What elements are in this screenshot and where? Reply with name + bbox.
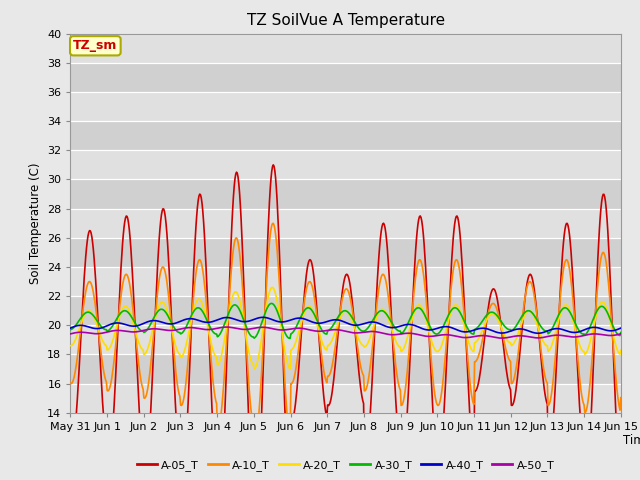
A-30_T — [67, 327, 74, 333]
A-05_T — [430, 427, 438, 433]
A-30_T — [268, 300, 276, 306]
A-40_T — [413, 324, 421, 329]
Bar — [70, 267, 621, 296]
Bar — [70, 209, 621, 238]
Bar — [70, 325, 621, 354]
A-10_T — [133, 346, 141, 352]
Line: A-10_T: A-10_T — [70, 223, 621, 442]
A-30_T — [133, 323, 141, 329]
A-40_T — [218, 315, 226, 321]
A-50_T — [77, 329, 84, 335]
A-30_T — [430, 330, 438, 336]
A-50_T — [223, 324, 230, 330]
A-10_T — [218, 402, 226, 408]
Bar — [70, 384, 621, 413]
A-40_T — [77, 323, 84, 328]
A-20_T — [269, 285, 276, 290]
Text: TZ_sm: TZ_sm — [73, 39, 118, 52]
A-20_T — [218, 350, 226, 356]
A-20_T — [414, 302, 422, 308]
A-10_T — [77, 329, 84, 335]
A-05_T — [77, 343, 84, 349]
Bar — [70, 34, 621, 63]
A-50_T — [497, 335, 505, 341]
Bar — [70, 121, 621, 150]
Line: A-30_T: A-30_T — [70, 303, 621, 338]
A-50_T — [218, 324, 226, 330]
A-40_T — [617, 325, 625, 331]
A-40_T — [259, 314, 266, 320]
A-05_T — [133, 364, 141, 370]
A-05_T — [189, 285, 196, 291]
Bar — [70, 180, 621, 209]
A-20_T — [189, 310, 196, 316]
A-40_T — [429, 326, 437, 332]
Bar — [70, 296, 621, 325]
A-50_T — [413, 332, 421, 337]
Bar — [70, 354, 621, 384]
Line: A-20_T: A-20_T — [70, 288, 621, 369]
A-30_T — [286, 336, 294, 341]
A-20_T — [133, 334, 141, 340]
Bar — [70, 238, 621, 267]
A-50_T — [429, 333, 437, 339]
A-10_T — [189, 300, 196, 305]
A-20_T — [430, 345, 438, 351]
A-05_T — [269, 162, 277, 168]
A-40_T — [67, 325, 74, 331]
Bar — [70, 150, 621, 180]
A-10_T — [269, 220, 277, 226]
Line: A-50_T: A-50_T — [70, 327, 621, 338]
A-40_T — [534, 330, 542, 336]
A-30_T — [218, 327, 226, 333]
A-30_T — [617, 330, 625, 336]
Line: A-40_T: A-40_T — [70, 317, 621, 333]
A-10_T — [67, 380, 74, 386]
A-10_T — [251, 439, 259, 444]
A-30_T — [189, 310, 196, 315]
A-05_T — [414, 221, 422, 227]
A-50_T — [133, 329, 141, 335]
A-10_T — [414, 260, 422, 266]
Line: A-05_T: A-05_T — [70, 165, 621, 480]
Title: TZ SoilVue A Temperature: TZ SoilVue A Temperature — [246, 13, 445, 28]
A-30_T — [414, 305, 422, 311]
A-50_T — [67, 331, 74, 337]
Y-axis label: Soil Temperature (C): Soil Temperature (C) — [29, 162, 42, 284]
A-50_T — [617, 331, 625, 337]
A-30_T — [77, 316, 84, 322]
A-05_T — [218, 472, 226, 478]
A-50_T — [189, 325, 196, 331]
X-axis label: Time: Time — [623, 433, 640, 447]
A-05_T — [617, 466, 625, 472]
A-20_T — [617, 347, 625, 353]
A-10_T — [617, 395, 625, 401]
A-10_T — [430, 386, 438, 392]
A-40_T — [133, 323, 141, 329]
Legend: A-05_T, A-10_T, A-20_T, A-30_T, A-40_T, A-50_T: A-05_T, A-10_T, A-20_T, A-30_T, A-40_T, … — [132, 456, 559, 476]
Bar — [70, 92, 621, 121]
A-20_T — [67, 343, 74, 348]
A-20_T — [77, 323, 84, 329]
Bar — [70, 63, 621, 92]
A-20_T — [250, 366, 258, 372]
A-05_T — [67, 444, 74, 450]
A-40_T — [189, 316, 196, 322]
